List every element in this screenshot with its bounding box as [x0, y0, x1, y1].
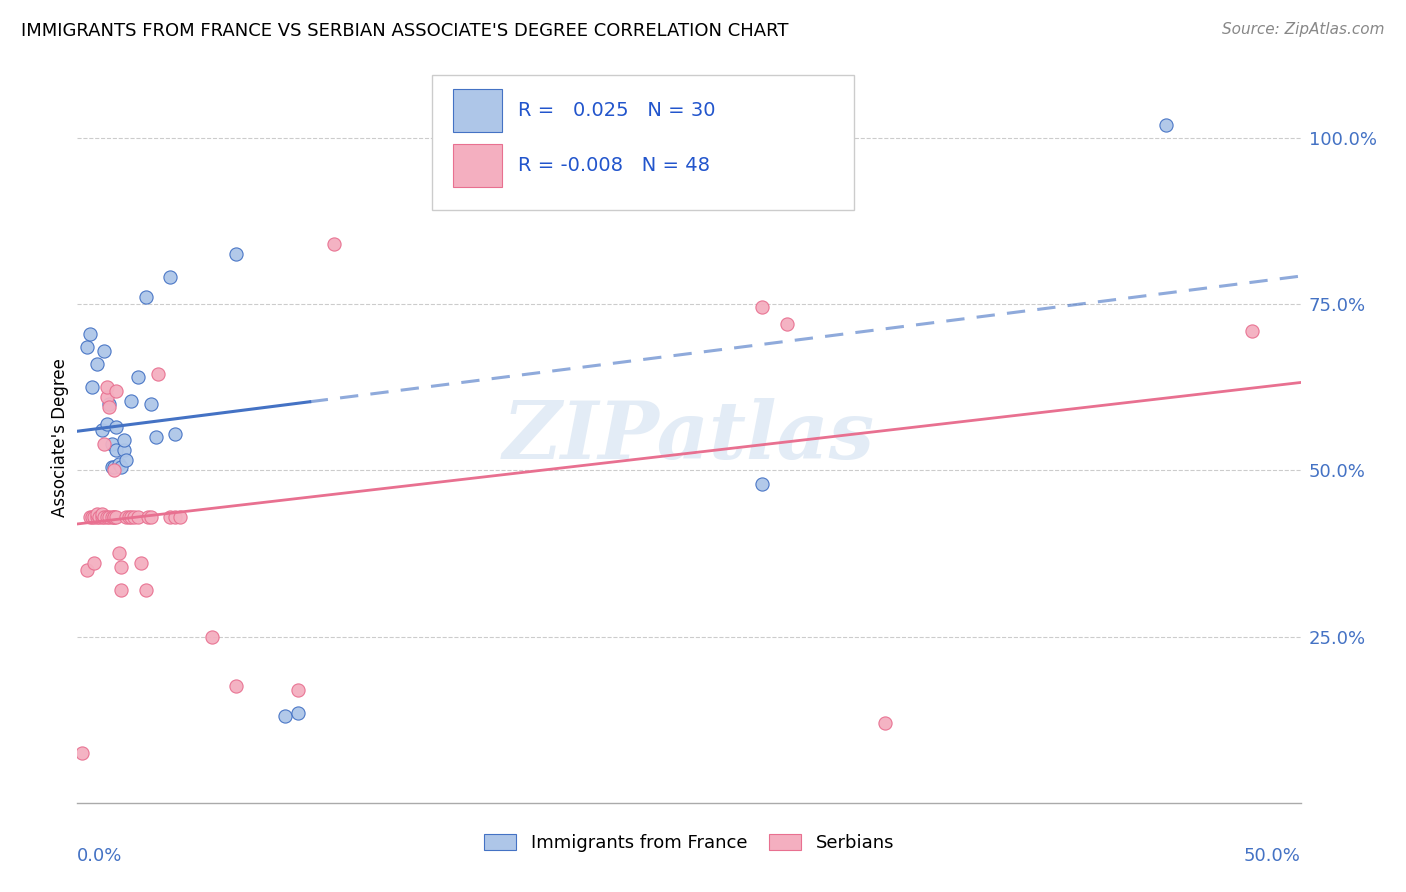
Point	[108, 457, 131, 471]
Point	[115, 453, 138, 467]
Point	[287, 682, 309, 697]
Point	[100, 509, 122, 524]
Point	[139, 397, 162, 411]
Point	[165, 426, 187, 441]
FancyBboxPatch shape	[453, 88, 502, 132]
Point	[96, 380, 118, 394]
Point	[165, 509, 187, 524]
Point	[1240, 324, 1263, 338]
Point	[110, 582, 132, 597]
Point	[98, 400, 121, 414]
Point	[120, 393, 142, 408]
Point	[103, 509, 125, 524]
Point	[105, 384, 128, 398]
Point	[1154, 118, 1177, 132]
Point	[83, 509, 105, 524]
Point	[751, 301, 773, 315]
Point	[127, 370, 149, 384]
Point	[86, 357, 108, 371]
Point	[110, 460, 132, 475]
Point	[201, 630, 224, 644]
Point	[93, 436, 115, 450]
Text: ZIPatlas: ZIPatlas	[503, 399, 875, 475]
Text: 50.0%: 50.0%	[1244, 847, 1301, 864]
Point	[751, 476, 773, 491]
Point	[122, 509, 145, 524]
Point	[146, 367, 169, 381]
Point	[323, 237, 346, 252]
Point	[136, 509, 159, 524]
Point	[118, 509, 141, 524]
Point	[89, 509, 111, 524]
Point	[98, 397, 121, 411]
Point	[112, 443, 135, 458]
Point	[103, 509, 125, 524]
Text: R =   0.025   N = 30: R = 0.025 N = 30	[517, 101, 716, 120]
Point	[873, 716, 896, 731]
Point	[159, 270, 181, 285]
Point	[112, 434, 135, 448]
Point	[83, 557, 105, 571]
Point	[100, 436, 122, 450]
Point	[86, 509, 108, 524]
Point	[129, 557, 152, 571]
Point	[93, 509, 115, 524]
Point	[139, 509, 162, 524]
Text: R = -0.008   N = 48: R = -0.008 N = 48	[517, 156, 710, 175]
Point	[80, 509, 103, 524]
Point	[80, 380, 103, 394]
Point	[287, 706, 309, 720]
Point	[76, 563, 98, 577]
Point	[108, 546, 131, 560]
Point	[120, 509, 142, 524]
Point	[135, 582, 157, 597]
Point	[90, 507, 112, 521]
Point	[127, 509, 149, 524]
Point	[90, 424, 112, 438]
Legend: Immigrants from France, Serbians: Immigrants from France, Serbians	[477, 827, 901, 860]
Point	[145, 430, 167, 444]
Point	[225, 680, 247, 694]
Point	[110, 559, 132, 574]
Point	[225, 247, 247, 261]
Point	[135, 290, 157, 304]
Point	[90, 509, 112, 524]
Point	[96, 390, 118, 404]
Point	[776, 317, 799, 331]
Point	[76, 340, 98, 354]
Point	[86, 507, 108, 521]
Point	[70, 746, 93, 760]
Point	[274, 709, 297, 723]
Point	[79, 326, 101, 341]
Point	[169, 509, 191, 524]
Point	[105, 509, 128, 524]
Point	[103, 460, 125, 475]
Point	[96, 417, 118, 431]
FancyBboxPatch shape	[453, 144, 502, 187]
Point	[105, 443, 128, 458]
Text: Source: ZipAtlas.com: Source: ZipAtlas.com	[1222, 22, 1385, 37]
Point	[100, 460, 122, 475]
Y-axis label: Associate's Degree: Associate's Degree	[51, 358, 69, 516]
Point	[79, 509, 101, 524]
Text: IMMIGRANTS FROM FRANCE VS SERBIAN ASSOCIATE'S DEGREE CORRELATION CHART: IMMIGRANTS FROM FRANCE VS SERBIAN ASSOCI…	[21, 22, 789, 40]
Point	[98, 509, 121, 524]
Point	[93, 343, 115, 358]
Point	[115, 509, 138, 524]
Point	[159, 509, 181, 524]
Point	[105, 420, 128, 434]
Point	[96, 509, 118, 524]
FancyBboxPatch shape	[432, 75, 853, 211]
Point	[103, 463, 125, 477]
Text: 0.0%: 0.0%	[77, 847, 122, 864]
